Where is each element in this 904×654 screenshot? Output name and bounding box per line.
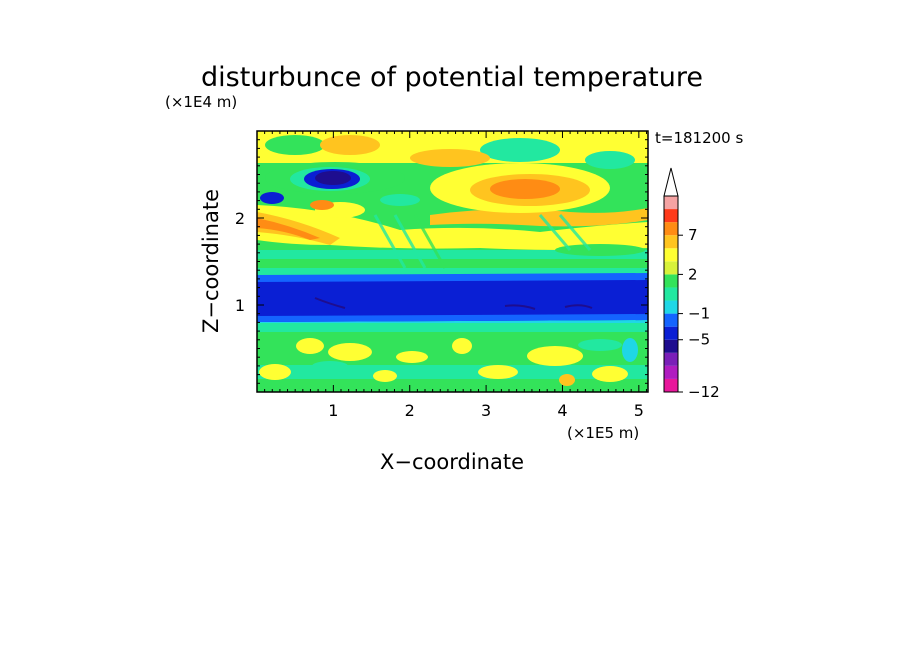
- yellow-blob: [478, 365, 518, 379]
- x-unit-label: (×1E5 m): [567, 424, 639, 442]
- y-tick-label: 1: [235, 296, 245, 315]
- yellow-blob: [592, 366, 628, 382]
- colorbar-swatch: [664, 300, 678, 314]
- colorbar-swatch: [664, 365, 678, 379]
- colorbar-swatch: [664, 287, 678, 301]
- colorbar-swatch: [664, 248, 678, 262]
- red-orange-band: [257, 218, 320, 240]
- y-axis-label: Z−coordinate: [199, 189, 223, 333]
- colorbar-swatch: [664, 378, 678, 392]
- yellow-blob: [527, 346, 583, 366]
- yellow-blob: [328, 343, 372, 361]
- colorbar-tick-label: −1: [688, 305, 710, 323]
- yellow-blob: [259, 364, 291, 380]
- colorbar-swatch: [664, 196, 678, 210]
- dark-blue-filament: [504, 304, 536, 310]
- cyan-band: [257, 250, 648, 259]
- y-tick-label: 2: [235, 209, 245, 228]
- orange-band: [257, 212, 340, 245]
- cyan-band-mid: [257, 322, 648, 332]
- green-blob: [555, 244, 645, 256]
- colorbar-swatch: [664, 222, 678, 236]
- x-tick-label: 3: [481, 401, 491, 420]
- orange-blob: [320, 135, 380, 155]
- chart-title: disturbunce of potential temperature: [201, 62, 703, 93]
- colorbar-swatch: [664, 313, 678, 327]
- yellow-blob: [396, 351, 428, 363]
- x-axis: 1 2 3 4 5: [264, 131, 647, 420]
- orange-blob: [559, 374, 575, 386]
- x-axis-label: X−coordinate: [380, 450, 524, 474]
- cyan-blob: [480, 138, 560, 162]
- orange-blob: [410, 149, 490, 167]
- colorbar: −12−5−127: [663, 167, 720, 401]
- colorbar-tick-label: −5: [688, 331, 710, 349]
- colorbar-swatch: [664, 352, 678, 366]
- colorbar-swatch: [664, 235, 678, 249]
- time-label: t=181200 s: [655, 129, 743, 147]
- dark-blue-filament: [564, 304, 593, 309]
- yellow-band: [257, 205, 648, 250]
- colorbar-swatch: [664, 261, 678, 275]
- green-blob: [265, 135, 325, 155]
- x-tick-label: 2: [405, 401, 415, 420]
- yellow-blob: [452, 338, 472, 354]
- cyan-blob: [380, 194, 420, 206]
- y-unit-label: (×1E4 m): [165, 93, 237, 111]
- yellow-blob: [373, 370, 397, 382]
- colorbar-tick-label: 2: [688, 265, 698, 283]
- blue-blob: [260, 192, 284, 204]
- blue-cold-band: [257, 276, 648, 322]
- x-tick-label: 5: [634, 401, 644, 420]
- colorbar-extend-arrow: [663, 167, 679, 197]
- yellow-blob: [296, 338, 324, 354]
- x-tick-label: 4: [557, 401, 567, 420]
- cyan-blob: [585, 151, 635, 169]
- cyan-blob: [622, 338, 638, 362]
- colorbar-swatch: [664, 209, 678, 223]
- cyan-band-lower: [257, 365, 648, 379]
- orange-band-right: [430, 208, 648, 227]
- cyan-blob: [578, 339, 622, 351]
- orange-core: [490, 179, 560, 199]
- x-tick-label: 1: [328, 401, 338, 420]
- dark-blue-core: [315, 171, 351, 185]
- y-axis: 12: [235, 139, 648, 384]
- colorbar-tick-label: −12: [688, 383, 720, 401]
- colorbar-tick-label: 7: [688, 226, 698, 244]
- wave-stripes: [373, 214, 592, 269]
- light-blue-edge: [257, 314, 648, 322]
- colorbar-swatch: [664, 326, 678, 340]
- heatmap-field: [257, 131, 648, 392]
- cyan-blob: [312, 361, 348, 371]
- colorbar-swatch: [664, 274, 678, 288]
- colorbar-swatch: [664, 339, 678, 353]
- light-blue-edge: [257, 273, 648, 282]
- orange-blob: [310, 200, 334, 210]
- dark-blue-filament: [314, 297, 346, 309]
